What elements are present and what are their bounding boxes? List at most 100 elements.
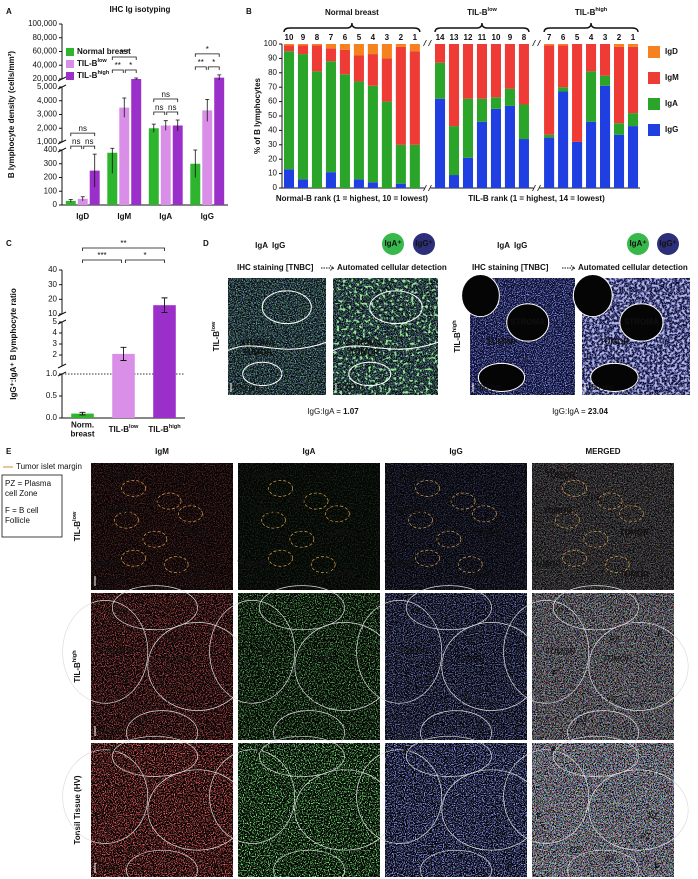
tumor-islet-margin [156,492,182,510]
region-label: TUMOR [620,528,650,537]
sig-label: ns [162,90,170,99]
scale-label: 100 µm [338,383,365,392]
bar-segment [518,139,529,188]
zone-outline [209,599,296,704]
ratio-value: 1.07 [343,407,359,416]
rank-label: 6 [343,33,348,42]
y-tick-label: 0 [53,200,58,209]
row-label-text: TIL-B [73,521,82,542]
sig-label: * [206,45,209,54]
bar-segment [613,44,625,47]
y-tick-label: 100,000 [28,19,57,28]
tumor-margin [261,290,312,325]
zone-outline [111,735,198,777]
sig-bracket [125,259,165,263]
bar-segment [339,49,350,75]
region-label: F [96,812,101,821]
tumor-islet-margin [436,530,462,548]
bar [65,200,76,205]
bar-segment [627,44,639,47]
region-label: TUMOR [326,570,356,579]
sig-label: ns [72,137,80,146]
group-brace [283,22,421,33]
region-label: F [216,629,221,638]
region-label: TUMOR [543,506,573,515]
bar-segment [490,108,501,188]
region-label: TUMOR [620,570,650,579]
region-label: F [111,669,116,678]
rank-label: 1 [631,33,636,42]
stain-label: IgG [514,241,527,250]
y-tick-label: 80 [268,68,277,77]
y-tick-label: 40 [268,126,277,135]
sig-bracket [207,66,220,70]
marker-label: IgA⁺ [629,239,646,248]
bar-segment [448,175,460,188]
axis-break [423,39,432,47]
sig-label: *** [120,48,129,57]
bar-segment [395,144,406,184]
y-tick-label: 2,000 [37,123,58,132]
stain-texture [238,593,380,740]
bar-segment [613,46,625,124]
sig-label: ** [198,58,204,67]
region-label: STROMA [624,318,659,327]
x-tick-label: IgA [159,212,172,221]
scale-label: 100 µm [97,576,124,585]
bar-segment [325,172,336,188]
zone-outline [588,769,689,851]
marker-label: IgG⁺ [415,239,433,248]
tumor-islet-margin [562,549,587,567]
bar-segment [518,44,529,105]
bar-segment [448,126,460,176]
legend-swatch [648,72,660,84]
row-label-sup: low [211,321,217,331]
region-label: PZ(intratumoral) [608,695,645,705]
method-label: IHC staining [TNBC] [472,263,549,272]
zone-outline [552,735,639,777]
region-label: PZ [128,845,139,854]
sig-bracket [70,132,96,137]
group-label: Normal breast [325,8,379,17]
region-label: F [510,629,515,638]
region-label: F [405,669,410,678]
error-bar [120,346,127,361]
ratio-value: 23.04 [588,407,609,416]
error-bar [134,77,139,80]
region-label: TUMOR [179,528,209,537]
tumor-margin [348,361,392,387]
region-label: TUMOR [309,654,339,663]
stain-texture [238,463,380,590]
bar [202,110,213,205]
marker-circle [413,233,435,255]
tumor-islet-margin [604,556,630,573]
group-label: TIL-Blow [467,7,497,17]
rank-label: 7 [547,33,552,42]
bar-segment [297,179,309,188]
rank-label: 4 [371,33,376,42]
stain-texture [532,743,674,877]
scale-label: 100µm [97,726,122,735]
marker-circle [382,233,404,255]
region-label: TUMOR [238,560,268,569]
sig-bracket [83,145,96,150]
region-label: TUMOR [603,654,633,663]
region-label: TUMOR [105,647,135,656]
y-tick-label: 80,000 [33,33,58,42]
ratio-prefix: IgG:IgA = [552,407,588,416]
tumor-islet-margin [163,556,189,573]
region-label: PZ [311,853,322,862]
sig-bracket [166,111,179,115]
error-bar [205,98,210,122]
bar [153,305,176,418]
legend-label: IgM [665,73,679,82]
axis-break [532,184,541,192]
detection-overlay [333,278,438,395]
zone-outline [356,599,443,704]
legend-label-text: Normal breast [77,47,131,56]
bar-segment [325,48,336,62]
zone-outline [258,735,345,777]
y-axis-label: % of B lymphocytes [253,77,262,154]
region-label: F [363,629,368,638]
region-label: F [257,746,262,755]
